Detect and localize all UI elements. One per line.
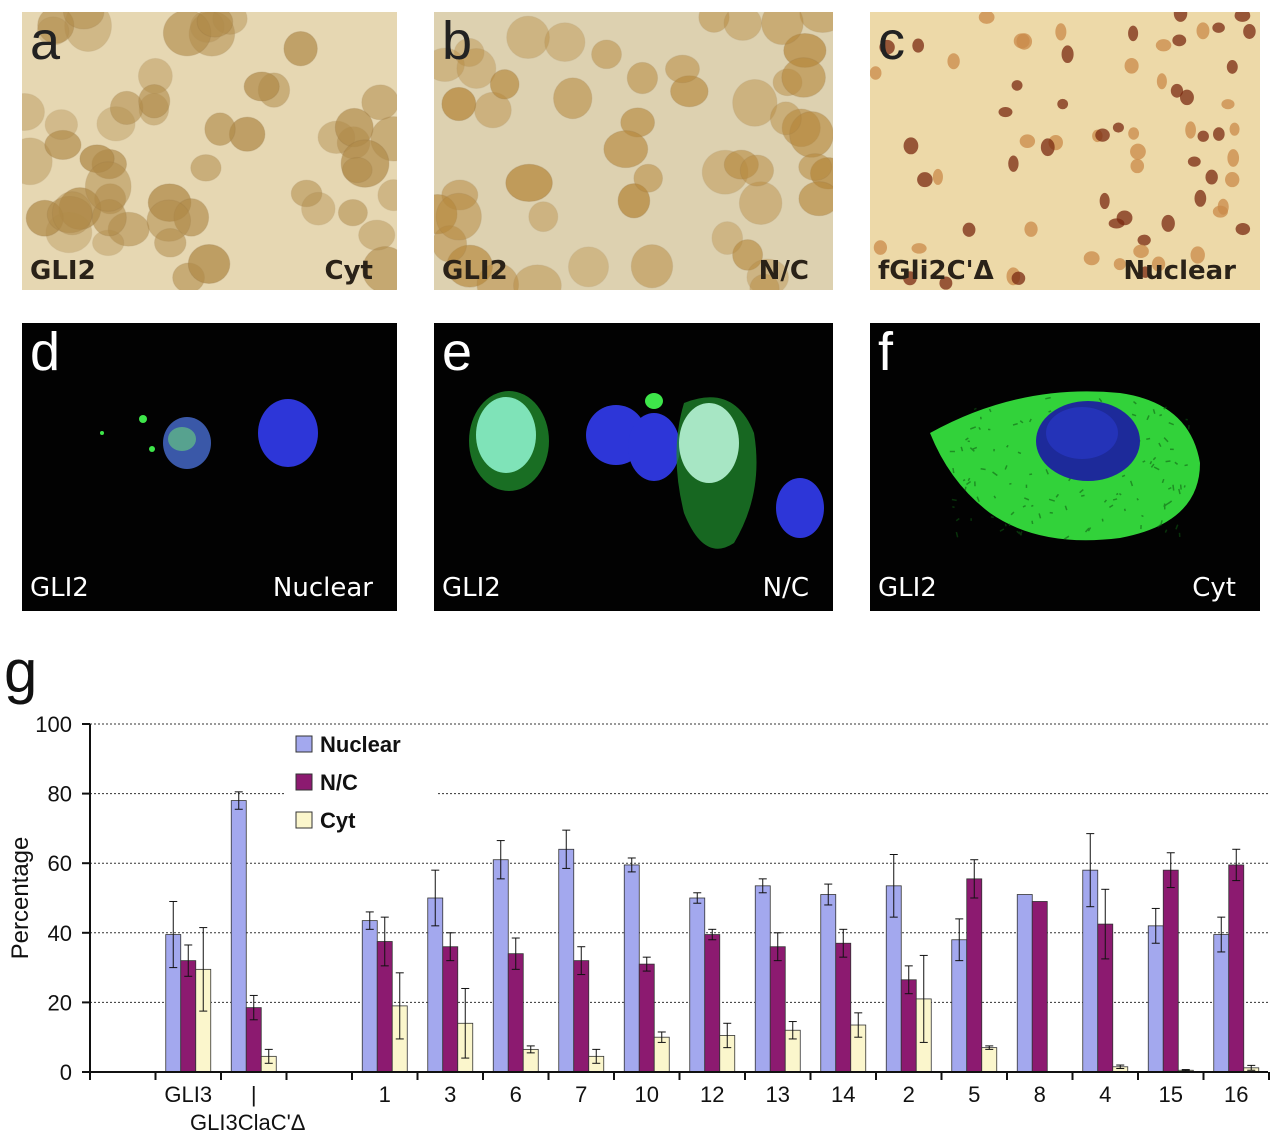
bar-nc bbox=[1228, 864, 1245, 1073]
x-tick-label: 6 bbox=[510, 1082, 522, 1107]
x-tick-label: 1 bbox=[379, 1082, 391, 1107]
panel-e: e GLI2 N/C bbox=[434, 323, 833, 611]
bar-nuclear bbox=[558, 848, 575, 1073]
panel-a: a GLI2 Cyt bbox=[22, 12, 397, 290]
y-tick-label: 40 bbox=[48, 921, 72, 946]
chart-legend: Nuclear N/C Cyt bbox=[286, 730, 436, 842]
panel-c: c fGli2C'Δ Nuclear bbox=[870, 12, 1260, 290]
micrograph-b bbox=[434, 12, 833, 290]
panel-a-protein-label: GLI2 bbox=[30, 256, 96, 286]
panel-b: b GLI2 N/C bbox=[434, 12, 833, 290]
panel-letter-b: b bbox=[442, 12, 473, 71]
panel-d: d GLI2 Nuclear bbox=[22, 323, 397, 611]
micrograph-d bbox=[100, 399, 318, 469]
bar-nc bbox=[507, 953, 524, 1073]
bar-nc bbox=[704, 934, 721, 1073]
y-tick-label: 100 bbox=[35, 712, 72, 737]
micrograph-c bbox=[870, 12, 1260, 290]
x-tick-label: 3 bbox=[444, 1082, 456, 1107]
bar-nc bbox=[573, 960, 590, 1073]
bar-nc bbox=[638, 963, 655, 1073]
micrograph-a bbox=[22, 12, 397, 290]
bar-nuclear bbox=[1016, 894, 1033, 1073]
panel-d-protein-label: GLI2 bbox=[30, 573, 89, 603]
x-tick-label: 4 bbox=[1099, 1082, 1111, 1107]
bar-nuclear bbox=[1213, 934, 1230, 1073]
panel-e-localization-label: N/C bbox=[762, 573, 809, 603]
panel-f: f GLI2 Cyt bbox=[870, 323, 1260, 611]
bar-nuclear bbox=[492, 859, 509, 1073]
bar-nuclear bbox=[1147, 925, 1164, 1073]
bar-nuclear bbox=[230, 800, 247, 1073]
legend-label: Cyt bbox=[320, 808, 356, 833]
bar-nuclear bbox=[623, 864, 640, 1073]
panel-letter-f: f bbox=[878, 323, 894, 382]
x-tick-label: GLI3 bbox=[164, 1082, 212, 1107]
x-tick-label: 13 bbox=[766, 1082, 790, 1107]
bar-nuclear bbox=[754, 885, 771, 1073]
panel-e-protein-label: GLI2 bbox=[442, 573, 501, 603]
panel-f-localization-label: Cyt bbox=[1192, 573, 1236, 603]
micrograph-e bbox=[469, 391, 824, 549]
panel-letter-e: e bbox=[442, 323, 473, 382]
x-category-label-gli3clac: GLI3ClaC'Δ bbox=[190, 1110, 306, 1135]
panel-c-protein-label: fGli2C'Δ bbox=[878, 256, 994, 286]
panel-b-localization-label: N/C bbox=[758, 256, 809, 286]
bar-cyt bbox=[981, 1047, 998, 1073]
x-tick-label: 14 bbox=[831, 1082, 855, 1107]
panel-b-protein-label: GLI2 bbox=[442, 256, 508, 286]
panel-letter-a: a bbox=[30, 12, 61, 71]
x-tick-label: 12 bbox=[700, 1082, 724, 1107]
bar-nc bbox=[1031, 901, 1048, 1073]
legend-swatch bbox=[295, 773, 313, 791]
bar-nc bbox=[966, 878, 983, 1073]
panel-c-localization-label: Nuclear bbox=[1123, 256, 1236, 286]
x-tick-label: 5 bbox=[968, 1082, 980, 1107]
bar-nuclear bbox=[820, 894, 837, 1073]
panel-letter-d: d bbox=[30, 323, 61, 382]
x-tick-label: 16 bbox=[1224, 1082, 1248, 1107]
bar-nuclear bbox=[689, 897, 706, 1073]
micrograph-f bbox=[930, 391, 1200, 541]
bar-nc bbox=[442, 946, 459, 1073]
x-tick-label: 8 bbox=[1034, 1082, 1046, 1107]
legend-swatch bbox=[295, 735, 313, 753]
x-tick-label: 10 bbox=[635, 1082, 659, 1107]
x-tick-label: 15 bbox=[1159, 1082, 1183, 1107]
bar-nc bbox=[180, 960, 197, 1073]
panel-a-localization-label: Cyt bbox=[324, 256, 373, 286]
legend-label: Nuclear bbox=[320, 732, 401, 757]
bar-nc bbox=[835, 942, 852, 1073]
bar-nc bbox=[1162, 869, 1179, 1073]
y-axis-label: Percentage bbox=[7, 837, 34, 960]
y-tick-label: 0 bbox=[60, 1060, 72, 1085]
x-tick-label: | bbox=[251, 1082, 257, 1107]
bar-nuclear bbox=[361, 920, 378, 1073]
legend-swatch bbox=[295, 811, 313, 829]
x-tick-label: 7 bbox=[575, 1082, 587, 1107]
y-tick-label: 20 bbox=[48, 990, 72, 1015]
bar-nc bbox=[769, 946, 786, 1073]
panel-letter-g: g bbox=[4, 638, 38, 705]
panel-d-localization-label: Nuclear bbox=[272, 573, 373, 603]
panel-f-protein-label: GLI2 bbox=[878, 573, 937, 603]
x-tick-label: 2 bbox=[903, 1082, 915, 1107]
y-tick-label: 60 bbox=[48, 851, 72, 876]
panel-letter-c: c bbox=[878, 12, 905, 71]
legend-label: N/C bbox=[320, 770, 358, 795]
y-tick-label: 80 bbox=[48, 782, 72, 807]
